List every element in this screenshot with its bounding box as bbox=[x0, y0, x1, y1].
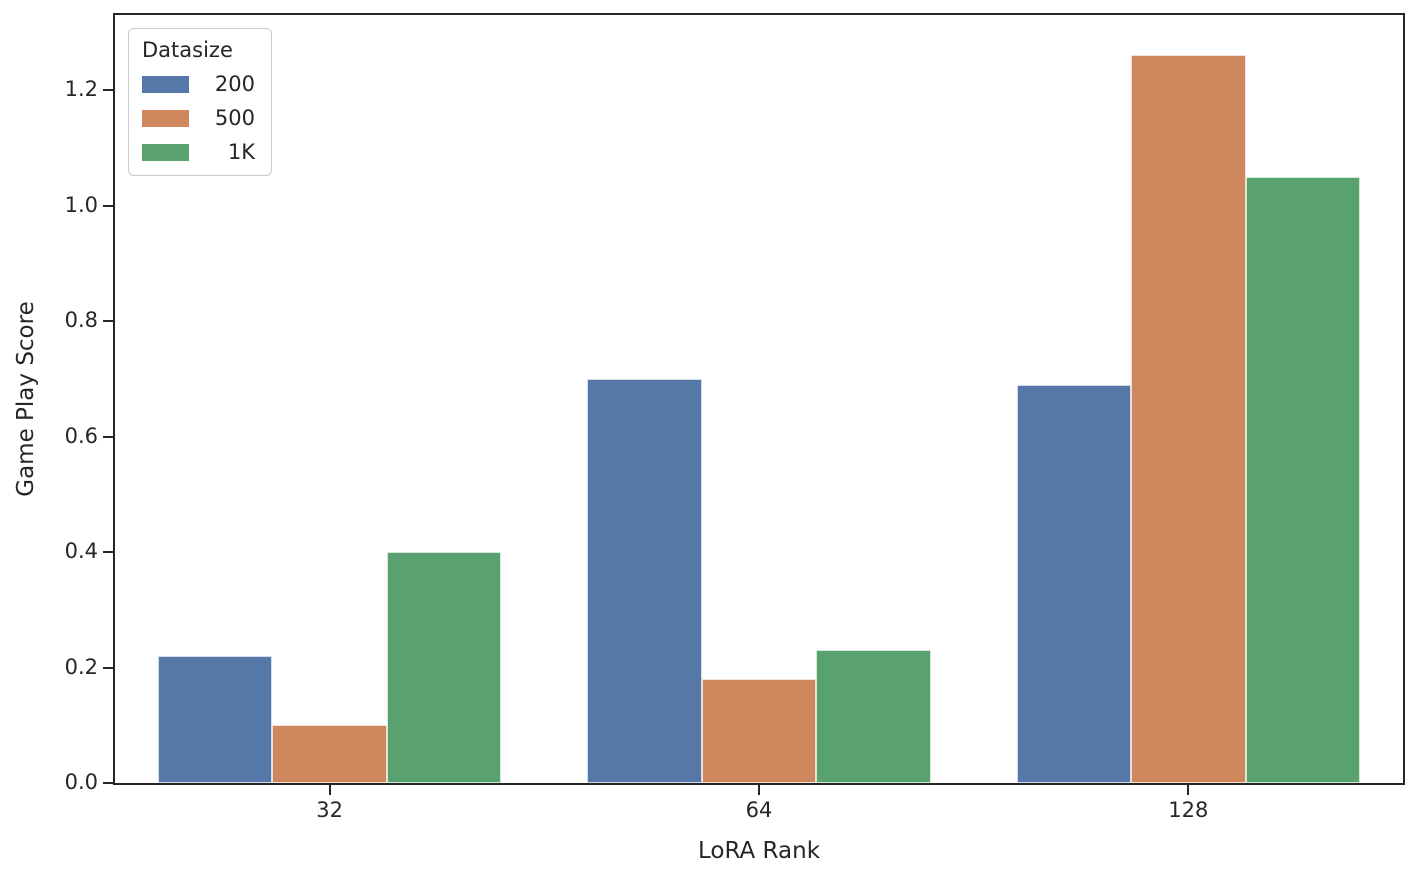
bar-500-128 bbox=[1131, 55, 1246, 783]
plot-area bbox=[115, 15, 1403, 783]
y-tick-label: 1.2 bbox=[64, 77, 98, 102]
y-tick-mark bbox=[103, 435, 113, 438]
x-tick-label: 32 bbox=[316, 798, 344, 822]
y-tick-label: 0.8 bbox=[64, 308, 98, 333]
legend: Datasize 200 500 1K bbox=[128, 28, 272, 176]
bar-1K-64 bbox=[816, 650, 931, 783]
y-tick-label: 0.4 bbox=[64, 539, 98, 564]
legend-title: Datasize bbox=[142, 38, 233, 62]
legend-label: 500 bbox=[214, 106, 255, 130]
legend-label: 200 bbox=[214, 72, 255, 96]
bar-200-128 bbox=[1016, 384, 1132, 783]
plot-frame bbox=[113, 13, 1405, 785]
y-tick-label: 0.6 bbox=[64, 423, 98, 448]
y-tick-mark bbox=[103, 551, 113, 554]
legend-item-500: 500 bbox=[142, 106, 255, 130]
legend-label: 1K bbox=[227, 140, 255, 164]
legend-item-1K: 1K bbox=[142, 140, 255, 164]
bar-200-32 bbox=[157, 655, 273, 783]
bar-1K-32 bbox=[386, 552, 502, 783]
bar-500-32 bbox=[272, 725, 387, 783]
y-tick-label: 1.0 bbox=[64, 192, 98, 217]
y-tick-mark bbox=[103, 320, 113, 323]
y-tick-mark bbox=[103, 666, 113, 669]
y-tick-mark bbox=[103, 204, 113, 207]
legend-swatch-icon bbox=[142, 109, 189, 127]
x-tick-mark bbox=[328, 785, 331, 795]
x-tick-label: 128 bbox=[1168, 798, 1209, 822]
y-tick-mark bbox=[103, 89, 113, 92]
legend-item-200: 200 bbox=[142, 72, 255, 96]
legend-swatch-icon bbox=[142, 143, 189, 161]
legend-swatch-icon bbox=[142, 75, 189, 93]
x-tick-mark bbox=[1187, 785, 1190, 795]
x-tick-mark bbox=[758, 785, 760, 795]
bar-500-64 bbox=[701, 679, 817, 783]
legend-items: 200 500 1K bbox=[142, 72, 255, 164]
bar-1K-128 bbox=[1245, 176, 1361, 783]
y-tick-label: 0.2 bbox=[64, 654, 98, 679]
x-tick-label: 64 bbox=[745, 798, 773, 822]
x-axis-label: LoRA Rank bbox=[697, 838, 821, 864]
y-tick-label: 0.0 bbox=[64, 770, 98, 794]
y-tick-mark bbox=[103, 782, 113, 784]
bar-200-64 bbox=[587, 378, 702, 783]
